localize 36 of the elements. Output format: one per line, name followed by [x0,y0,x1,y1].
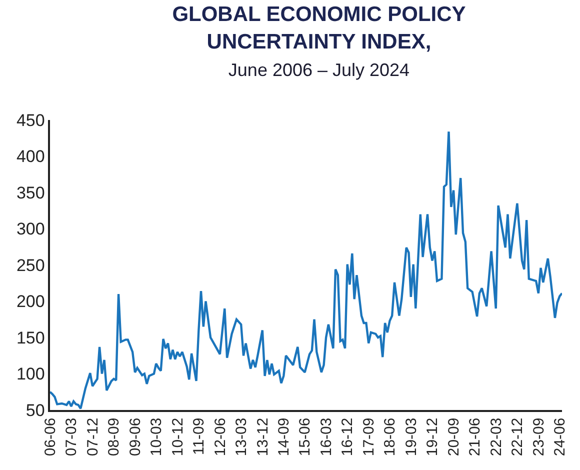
x-tick-label: 18-06 [382,418,399,456]
y-tick-label: 350 [16,183,45,202]
x-tick-label: 19-03 [402,418,420,456]
x-tick-label: 22-12 [509,418,526,456]
x-tick-label: 10-12 [169,418,186,456]
x-tick-label: 07-12 [84,418,102,456]
x-tick-label: 13-12 [254,418,272,456]
y-tick-label: 100 [16,364,45,384]
x-tick-label: 17-09 [360,418,378,456]
x-tick-label: 20-09 [445,418,462,456]
x-tick-label: 16-03 [318,418,335,456]
x-tick-label: 16-12 [339,418,356,456]
chart-subtitle: June 2006 – July 2024 [228,60,410,80]
x-tick-label: 13-03 [232,418,250,456]
y-tick-label: 300 [16,220,45,239]
y-tick-label: 50 [26,400,45,420]
x-tick-label: 19-12 [424,418,442,456]
y-tick-label: 450 [16,110,45,130]
x-tick-label: 12-06 [212,418,229,456]
x-tick-label: 23-09 [530,418,548,456]
y-tick-label: 150 [16,328,45,348]
y-tick-label: 250 [16,256,45,275]
x-tick-label: 15-06 [296,418,314,456]
x-tick-label: 07-03 [63,418,80,456]
x-tick-label: 21-06 [466,418,484,456]
y-tick-label: 400 [16,147,45,166]
x-tick-label: 11-09 [190,418,208,456]
chart-title: GLOBAL ECONOMIC POLICY UNCERTAINTY INDEX, [172,3,466,54]
x-tick-label: 24-06 [552,418,569,456]
x-tick-label: 14-09 [276,418,293,456]
x-tick-label: 08-09 [106,418,123,456]
x-tick-label: 22-03 [488,418,505,456]
x-tick-label: 09-06 [126,418,144,456]
x-tick-label: 06-06 [42,418,59,456]
x-tick-label: 10-03 [148,418,165,456]
y-tick-label: 200 [16,292,45,312]
